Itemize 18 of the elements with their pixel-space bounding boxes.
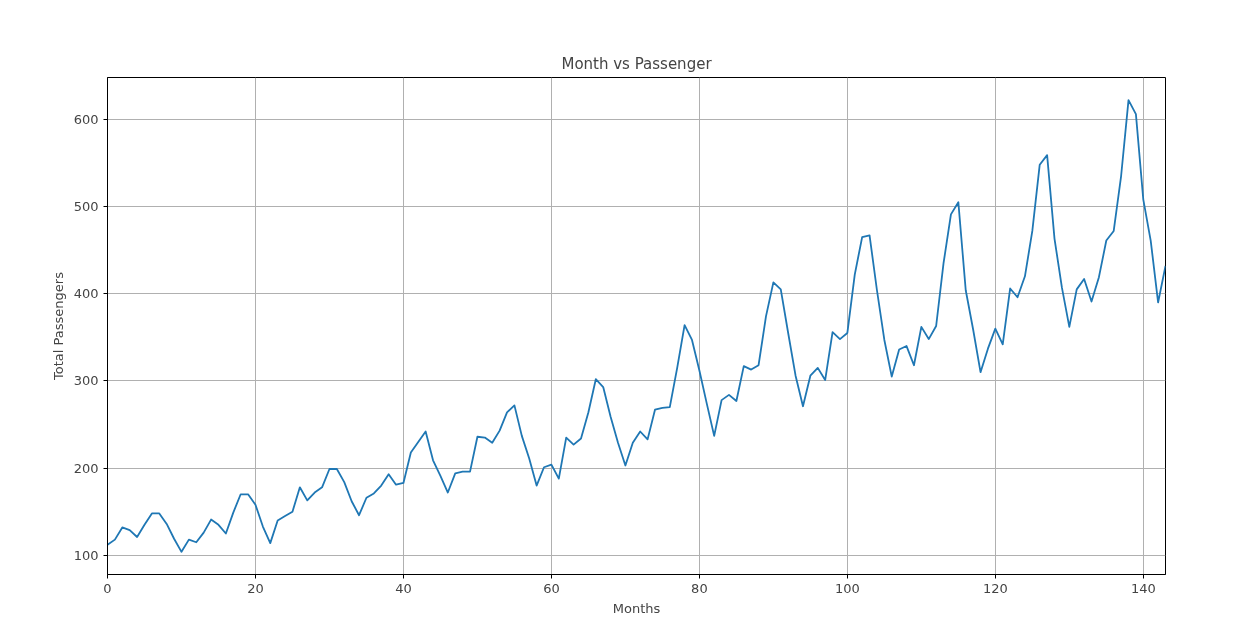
- y-tick-label: 500: [73, 199, 99, 215]
- x-tick-label: 60: [543, 580, 560, 596]
- x-tick-label: 140: [1130, 580, 1156, 596]
- x-tick-label: 0: [103, 580, 112, 596]
- line-series: [107, 99, 1166, 553]
- y-tick-label: 100: [73, 547, 99, 563]
- y-tick-label: 300: [73, 373, 99, 389]
- x-tick-label: 120: [982, 580, 1008, 596]
- x-tick-label: 100: [834, 580, 860, 596]
- y-tick-label: 600: [73, 111, 99, 127]
- y-tick-label: 400: [73, 286, 99, 302]
- x-tick-label: 40: [395, 580, 412, 596]
- x-axis-title: Months: [612, 600, 661, 616]
- x-tick-label: 20: [247, 580, 264, 596]
- chart-title: Month vs Passenger: [561, 54, 713, 73]
- x-tick-label: 80: [691, 580, 708, 596]
- y-tick-label: 200: [73, 460, 99, 476]
- y-axis-title: Total Passengers: [50, 271, 66, 381]
